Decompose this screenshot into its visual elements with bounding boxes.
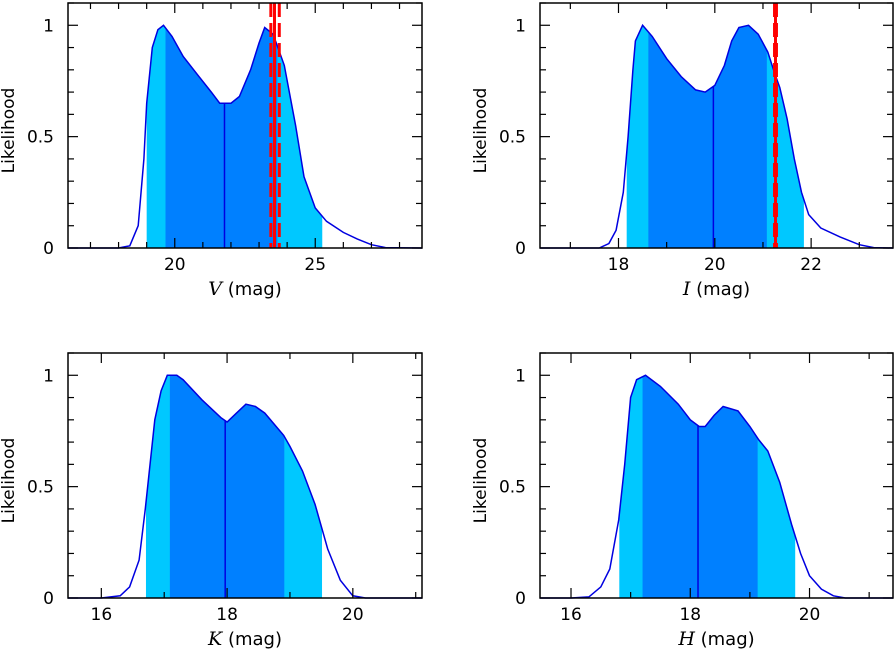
- x-variable: I: [682, 278, 691, 300]
- likelihood-curve: [540, 23, 894, 249]
- y-tick-label: 0: [43, 589, 54, 609]
- x-tick-label: 16: [91, 605, 113, 625]
- x-unit: (mag): [695, 629, 755, 650]
- plot-frame: [539, 2, 894, 249]
- inner-credible-band: [642, 375, 758, 598]
- x-unit: (mag): [222, 629, 282, 650]
- y-tick-label: 0.5: [499, 128, 526, 148]
- panel-V: 20 25 0 0.5 1 Likelihood V (mag): [0, 2, 423, 300]
- x-variable: H: [677, 628, 695, 650]
- x-tick-label: 18: [216, 605, 238, 625]
- x-axis-label: I (mag): [682, 278, 750, 300]
- y-axis-label: Likelihood: [0, 438, 19, 524]
- inner-credible-band: [165, 27, 278, 248]
- likelihood-curve: [68, 24, 423, 249]
- inner-credible-band: [169, 375, 285, 598]
- y-tick-label: 1: [515, 366, 526, 386]
- plot-frame: [67, 352, 423, 599]
- x-axis-label: V (mag): [208, 278, 282, 300]
- panel-H: 16 18 20 0 0.5 1 Likelihood H (mag): [471, 352, 894, 650]
- x-unit: (mag): [222, 279, 282, 300]
- plot-frame: [539, 352, 894, 599]
- likelihood-curve: [68, 374, 422, 599]
- y-tick-label: 0: [43, 239, 54, 259]
- y-tick-label: 0.5: [27, 128, 54, 148]
- x-tick-label: 20: [799, 605, 821, 625]
- y-tick-label: 0.5: [27, 478, 54, 498]
- x-axis-label: K (mag): [207, 628, 282, 650]
- x-tick-label: 22: [800, 255, 822, 275]
- y-axis-label: Likelihood: [0, 88, 19, 174]
- y-axis-label: Likelihood: [471, 438, 491, 524]
- x-tick-label: 18: [608, 255, 630, 275]
- x-tick-label: 20: [704, 255, 726, 275]
- x-tick-label: 20: [342, 605, 364, 625]
- x-tick-label: 18: [679, 605, 701, 625]
- likelihood-curve: [540, 374, 893, 599]
- panel-I: 18 20 22 0 0.5 1 Likelihood I (mag): [471, 2, 894, 300]
- x-tick-label: 25: [304, 255, 326, 275]
- y-tick-label: 0: [515, 589, 526, 609]
- y-tick-label: 0: [515, 239, 526, 259]
- x-unit: (mag): [690, 279, 750, 300]
- x-axis-label: H (mag): [677, 628, 754, 650]
- x-tick-label: 20: [164, 255, 186, 275]
- y-axis-label: Likelihood: [471, 88, 491, 174]
- x-variable: K: [207, 628, 224, 650]
- y-tick-label: 1: [515, 16, 526, 36]
- plot-frame: [67, 2, 423, 249]
- y-tick-label: 1: [43, 16, 54, 36]
- panel-K: 16 18 20 0 0.5 1 Likelihood K (mag): [0, 352, 423, 650]
- y-tick-label: 0.5: [499, 478, 526, 498]
- x-variable: V: [208, 278, 224, 300]
- x-tick-label: 16: [560, 605, 582, 625]
- y-tick-label: 1: [43, 366, 54, 386]
- inner-credible-band: [648, 25, 767, 248]
